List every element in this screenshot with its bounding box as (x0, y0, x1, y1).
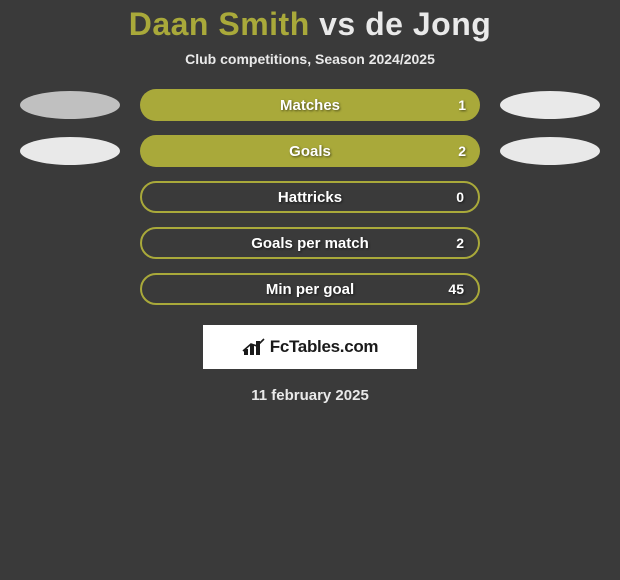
stat-bar-matches: Matches 1 (140, 89, 480, 121)
logo: FcTables.com (203, 325, 417, 369)
stat-bar-mpg: Min per goal 45 (140, 273, 480, 305)
stat-row: Matches 1 (0, 89, 620, 121)
stat-value: 1 (458, 97, 466, 113)
stat-label: Goals per match (251, 235, 369, 252)
right-marker (500, 137, 600, 165)
stat-label: Min per goal (266, 281, 354, 298)
right-marker (500, 91, 600, 119)
stat-value: 45 (448, 281, 464, 297)
subtitle: Club competitions, Season 2024/2025 (185, 51, 435, 67)
player1-name: Daan Smith (129, 6, 310, 42)
stat-row: Hattricks 0 (0, 181, 620, 213)
player2-name: de Jong (365, 6, 491, 42)
stat-bar-hattricks: Hattricks 0 (140, 181, 480, 213)
stat-label: Goals (289, 143, 331, 160)
stat-row: Goals per match 2 (0, 227, 620, 259)
date: 11 february 2025 (251, 387, 369, 404)
stat-bar-goals: Goals 2 (140, 135, 480, 167)
stat-row: Goals 2 (0, 135, 620, 167)
stats-list: Matches 1 Goals 2 Hattricks 0 Goals (0, 89, 620, 305)
vs-text: vs (319, 6, 356, 42)
left-marker (20, 91, 120, 119)
bar-chart-icon (242, 337, 266, 357)
stat-value: 2 (458, 143, 466, 159)
stat-label: Hattricks (278, 189, 342, 206)
stat-value: 2 (456, 235, 464, 251)
stat-bar-gpm: Goals per match 2 (140, 227, 480, 259)
left-marker (20, 137, 120, 165)
stat-row: Min per goal 45 (0, 273, 620, 305)
logo-text: FcTables.com (270, 337, 379, 357)
stat-value: 0 (456, 189, 464, 205)
comparison-card: Daan Smith vs de Jong Club competitions,… (0, 0, 620, 404)
title: Daan Smith vs de Jong (129, 6, 492, 43)
stat-label: Matches (280, 97, 340, 114)
